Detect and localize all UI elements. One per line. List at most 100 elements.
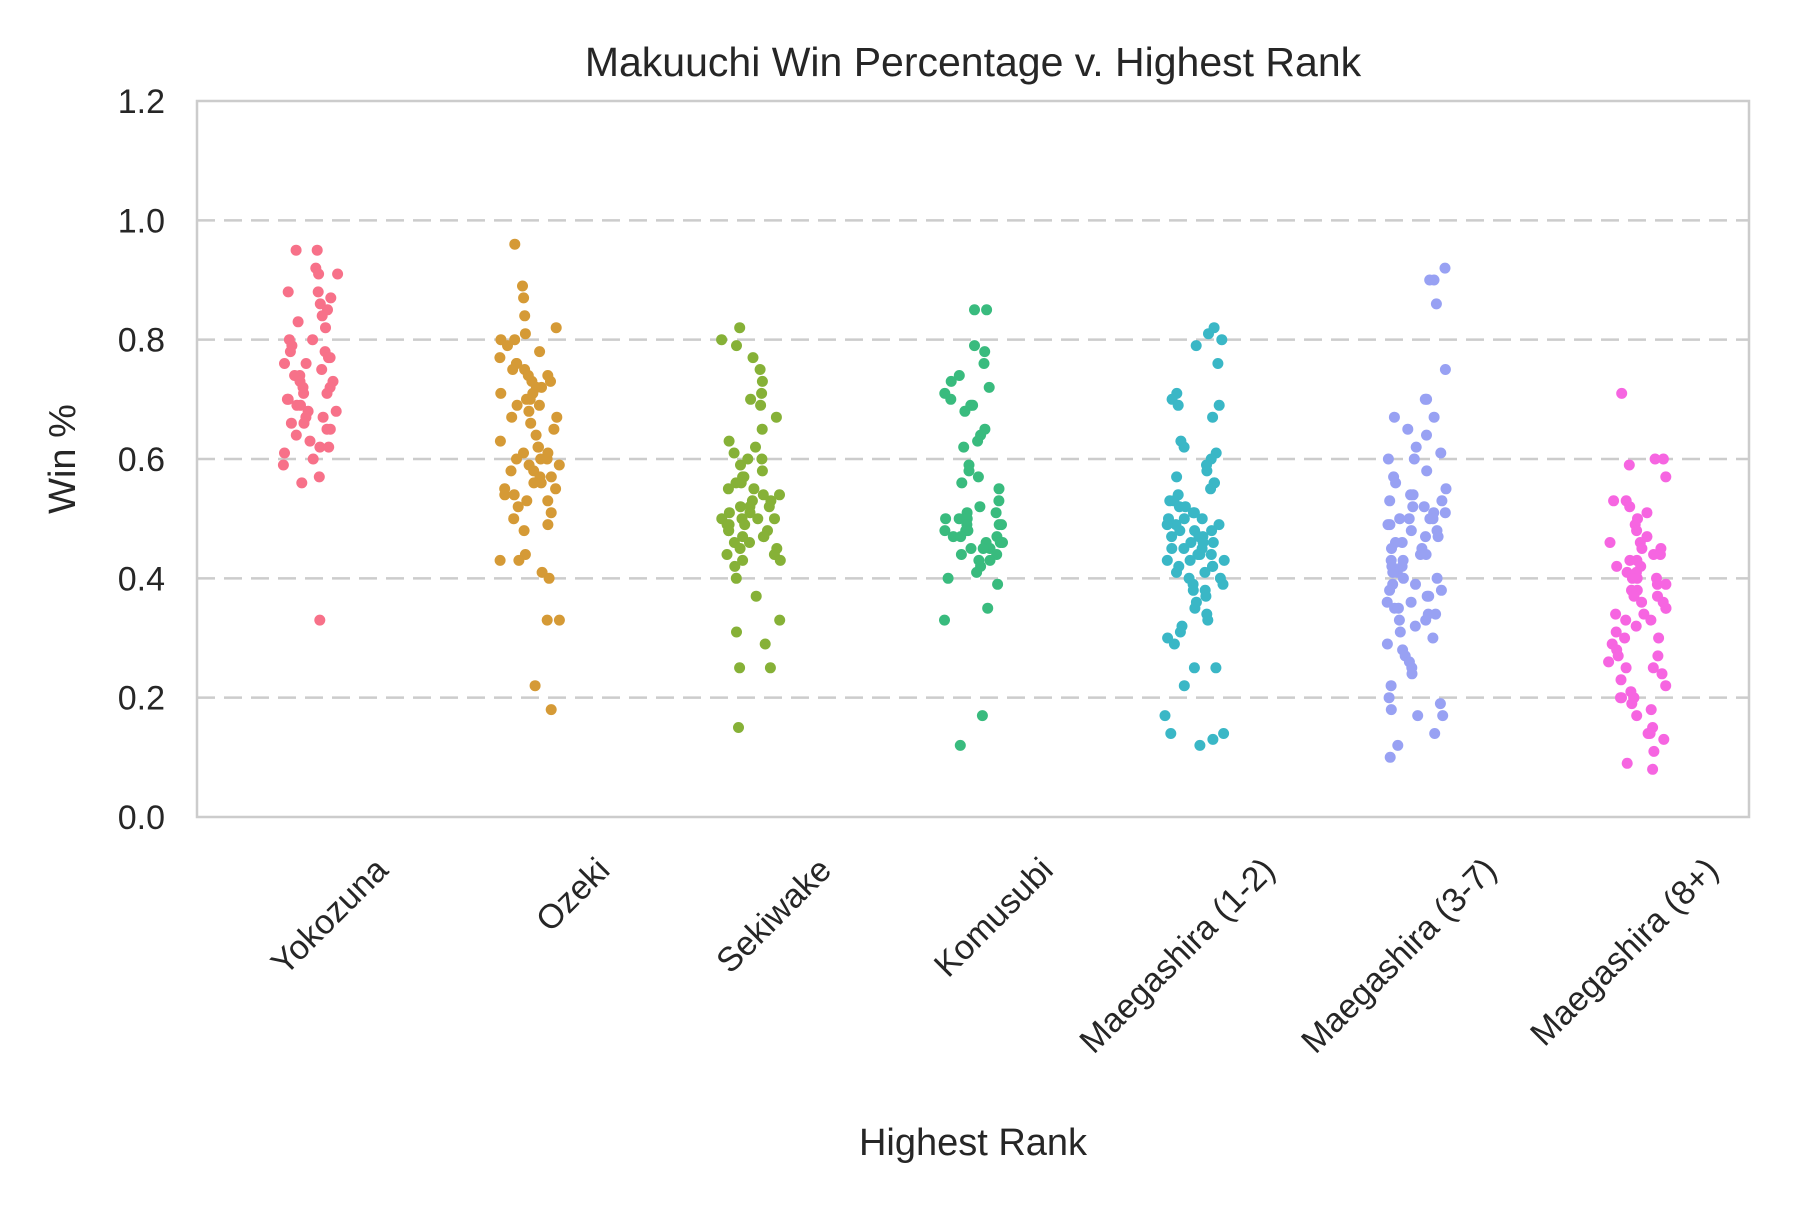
data-point — [1636, 543, 1648, 554]
data-point — [550, 322, 562, 334]
data-point — [1384, 751, 1396, 763]
data-point — [735, 459, 746, 471]
data-point — [958, 441, 970, 453]
series-group — [277, 244, 344, 626]
y-tick-label: 1.2 — [118, 83, 165, 121]
data-point — [990, 507, 1002, 519]
data-point — [1410, 441, 1422, 453]
data-point — [1207, 733, 1219, 745]
data-point — [507, 364, 519, 375]
data-point — [1652, 650, 1664, 662]
data-point — [1439, 507, 1451, 519]
data-point — [311, 244, 323, 256]
data-point — [330, 405, 342, 417]
data-point — [1654, 549, 1666, 560]
data-point — [1381, 638, 1393, 650]
data-point — [756, 423, 768, 435]
data-point — [1420, 549, 1432, 560]
data-point — [721, 549, 733, 560]
data-point — [1407, 501, 1419, 513]
data-point — [1166, 543, 1178, 554]
data-point — [1406, 668, 1418, 680]
data-point — [1608, 495, 1620, 507]
data-point — [1626, 698, 1638, 710]
data-point — [313, 268, 325, 280]
data-point — [1385, 680, 1397, 692]
data-point — [1394, 626, 1406, 638]
data-point — [739, 519, 751, 531]
data-point — [734, 543, 746, 554]
data-point — [304, 435, 316, 447]
data-point — [1636, 596, 1648, 608]
data-point — [536, 381, 547, 393]
data-point — [281, 393, 293, 405]
data-point — [996, 519, 1007, 531]
data-point — [312, 286, 324, 298]
data-point — [1439, 364, 1451, 375]
data-point — [1421, 429, 1432, 441]
data-point — [1631, 525, 1643, 537]
data-point — [1179, 501, 1191, 513]
data-point — [524, 393, 536, 405]
data-point — [321, 387, 333, 399]
data-point — [1397, 572, 1409, 584]
data-point — [1205, 549, 1217, 560]
data-point — [747, 352, 759, 364]
y-axis-label: Win % — [42, 404, 84, 514]
data-point — [499, 489, 511, 501]
data-point — [1429, 728, 1441, 739]
data-point — [978, 358, 990, 369]
data-point — [517, 280, 528, 292]
data-point — [1604, 537, 1616, 548]
data-point — [1382, 453, 1394, 465]
data-point — [279, 358, 290, 369]
data-point — [1203, 328, 1214, 340]
data-point — [307, 453, 319, 465]
data-point — [545, 471, 557, 483]
data-point — [1631, 710, 1643, 722]
data-point — [1161, 519, 1173, 531]
data-point — [511, 399, 523, 411]
data-point — [298, 417, 310, 429]
data-point — [290, 244, 302, 256]
data-point — [1407, 489, 1419, 501]
data-point — [954, 739, 966, 751]
data-point — [1184, 554, 1196, 566]
y-tick-label: 0.0 — [118, 799, 165, 837]
data-point — [1660, 680, 1672, 692]
series-group — [1381, 262, 1452, 763]
data-point — [1178, 441, 1190, 453]
data-point — [993, 483, 1005, 495]
data-point — [1620, 662, 1632, 674]
data-point — [296, 477, 308, 489]
series-group — [1603, 387, 1672, 775]
x-tick-label: Maegashira (8+) — [1523, 851, 1726, 1054]
data-point — [1621, 757, 1633, 769]
data-point — [981, 304, 993, 316]
data-point — [759, 638, 771, 650]
data-point — [1405, 596, 1417, 608]
data-point — [1436, 495, 1448, 507]
data-point — [314, 441, 326, 453]
data-point — [1201, 465, 1213, 477]
data-point — [723, 525, 735, 537]
data-point — [974, 501, 986, 513]
data-point — [548, 423, 560, 435]
data-point — [1207, 560, 1219, 572]
data-point — [325, 292, 337, 304]
data-point — [1647, 662, 1659, 674]
data-point — [984, 554, 996, 566]
data-point — [1174, 525, 1186, 537]
data-point — [969, 340, 980, 352]
data-point — [1384, 495, 1396, 507]
data-point — [313, 471, 325, 483]
data-point — [716, 334, 728, 346]
data-point — [722, 483, 734, 495]
data-point — [1409, 620, 1421, 632]
data-point — [1624, 501, 1636, 513]
data-point — [535, 477, 547, 489]
data-point — [1645, 614, 1657, 626]
data-point — [733, 722, 744, 733]
